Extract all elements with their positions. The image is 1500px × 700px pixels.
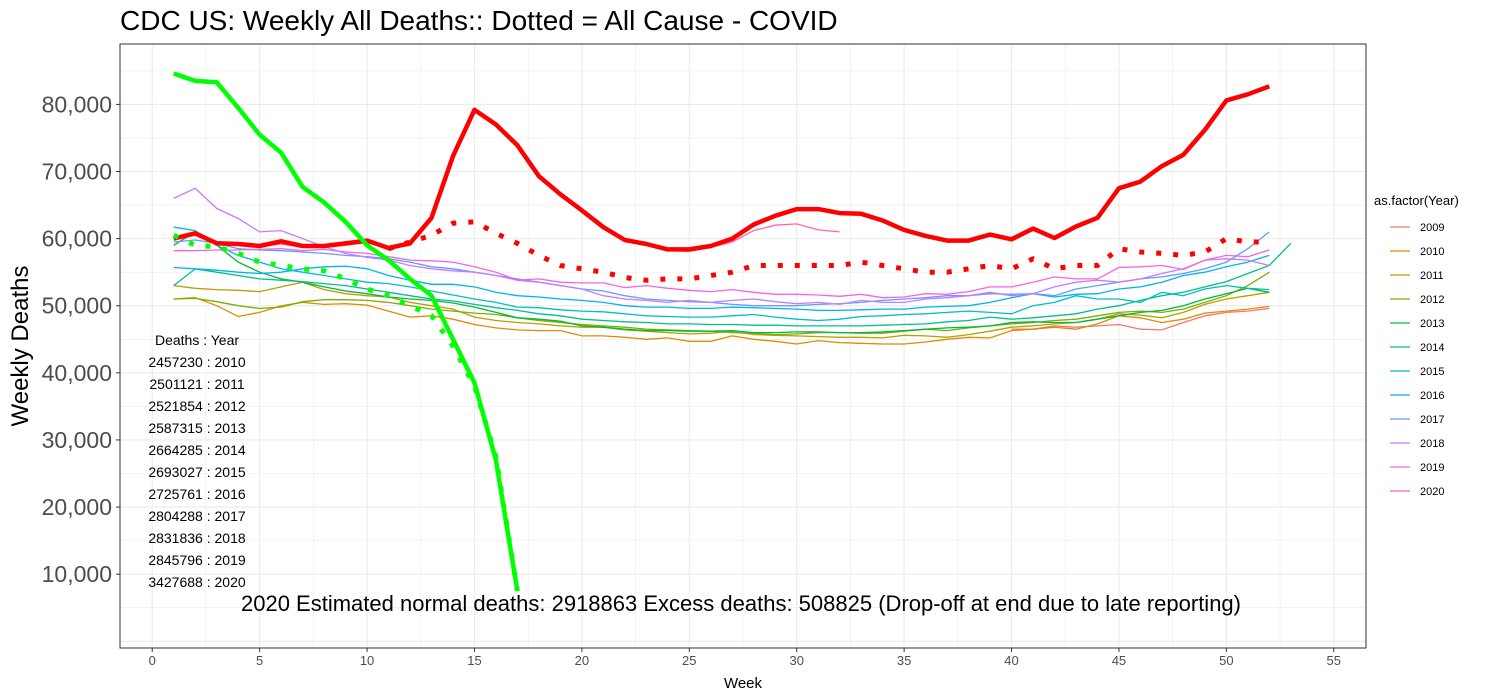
legend-label-2016: 2016 <box>1420 390 1444 402</box>
series-line-2013 <box>173 231 1270 334</box>
series-line-2009 <box>1011 307 1270 331</box>
highlight-lines <box>172 71 1271 592</box>
y-tick-label: 30,000 <box>42 427 112 453</box>
legend-label-2020: 2020 <box>1420 486 1444 498</box>
x-tick-label: 5 <box>256 653 263 668</box>
deaths-table-row: 2845796 : 2019 <box>148 552 246 568</box>
legend-label-2014: 2014 <box>1420 342 1444 354</box>
x-tick-label: 30 <box>789 653 803 668</box>
panel-border <box>119 43 1367 649</box>
series-line-2012 <box>173 271 1270 336</box>
series-line-2018 <box>173 187 1270 306</box>
legend: as.factor(Year) 2009 2010 2011 2012 2013 2014… <box>1374 193 1459 498</box>
deaths-table-row: 2664285 : 2014 <box>148 442 246 458</box>
legend-label-2009: 2009 <box>1420 222 1444 234</box>
x-axis-label: Week <box>724 675 763 692</box>
deaths-table-row: 2457230 : 2010 <box>148 354 246 370</box>
x-tick-label: 35 <box>897 653 911 668</box>
x-tick-label: 20 <box>575 653 589 668</box>
deaths-table-row: 2725761 : 2016 <box>148 486 246 502</box>
deaths-table-row: 2587315 : 2013 <box>148 420 246 436</box>
legend-title: as.factor(Year) <box>1374 193 1459 208</box>
series-line-2016 <box>173 254 1270 312</box>
x-tick-label: 50 <box>1219 653 1233 668</box>
x-tick-label: 45 <box>1112 653 1126 668</box>
deaths-table-row: 2831836 : 2018 <box>148 530 246 546</box>
x-tick-label: 15 <box>467 653 481 668</box>
x-tick-label: 55 <box>1327 653 1341 668</box>
x-tick-label: 0 <box>149 653 156 668</box>
x-tick-label: 25 <box>682 653 696 668</box>
y-tick-label: 70,000 <box>42 159 112 185</box>
y-axis-label: Weekly Deaths <box>7 266 34 427</box>
series-lines <box>173 110 1292 345</box>
green-solid-line <box>172 71 520 592</box>
y-tick-label: 20,000 <box>42 494 112 520</box>
series-line-2010 <box>173 297 1270 345</box>
series-line-2019 <box>173 248 1270 299</box>
legend-label-2015: 2015 <box>1420 366 1444 378</box>
summary-annotation: 2020 Estimated normal deaths: 2918863 Ex… <box>241 591 1241 616</box>
y-tick-label: 50,000 <box>42 293 112 319</box>
deaths-table-annotation: Deaths : Year 2457230 : 2010 2501121 : 20… <box>148 332 246 590</box>
legend-label-2010: 2010 <box>1420 246 1444 258</box>
x-axis-ticks: 0 5 10 15 20 25 30 35 40 45 50 55 <box>149 648 1341 668</box>
deaths-table-row: 2804288 : 2017 <box>148 508 246 524</box>
legend-label-2011: 2011 <box>1420 270 1444 282</box>
green-dotted-line <box>172 233 520 592</box>
y-tick-label: 80,000 <box>42 91 112 117</box>
y-tick-label: 10,000 <box>42 561 112 587</box>
red-solid-line <box>173 84 1271 252</box>
deaths-table-header: Deaths : Year <box>155 332 239 348</box>
deaths-table-row: 3427688 : 2020 <box>148 574 246 590</box>
legend-label-2012: 2012 <box>1420 294 1444 306</box>
y-axis-ticks: 10,000 20,000 30,000 40,000 50,000 60,000 70,0… <box>42 91 120 587</box>
red-dotted-line <box>387 219 1270 283</box>
x-tick-label: 40 <box>1004 653 1018 668</box>
legend-label-2017: 2017 <box>1420 414 1444 426</box>
deaths-table-row: 2521854 : 2012 <box>148 398 246 414</box>
deaths-table-row: 2501121 : 2011 <box>149 376 244 392</box>
series-line-2015 <box>173 226 1270 322</box>
deaths-table-row: 2693027 : 2015 <box>148 464 246 480</box>
legend-label-2018: 2018 <box>1420 438 1444 450</box>
legend-label-2013: 2013 <box>1420 318 1444 330</box>
x-tick-label: 10 <box>360 653 374 668</box>
y-tick-label: 40,000 <box>42 360 112 386</box>
y-tick-label: 60,000 <box>42 226 112 252</box>
legend-label-2019: 2019 <box>1420 462 1444 474</box>
chart-title: CDC US: Weekly All Deaths:: Dotted = All… <box>120 5 838 36</box>
gridlines <box>120 44 1366 648</box>
series-line-2014 <box>173 242 1292 327</box>
